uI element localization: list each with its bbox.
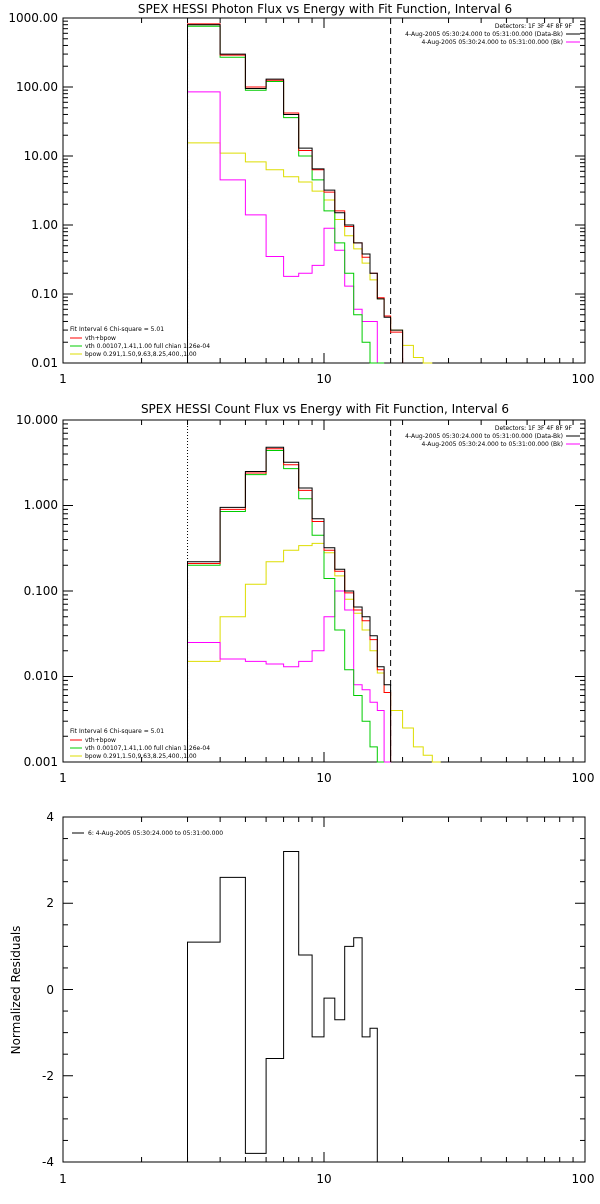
- legend-total: vth+bpow: [85, 737, 116, 744]
- y-tick-label: 0.10: [31, 287, 58, 301]
- x-tick-label: 1: [59, 1172, 67, 1186]
- count-y-tick-labels: 10.000 1.000 0.100 0.010 0.001: [16, 413, 58, 769]
- y-tick-label: 1.00: [31, 218, 58, 232]
- count-legend-topright: Detectors: 1F 3F 4F 8F 9F 4-Aug-2005 05:…: [405, 425, 580, 448]
- residuals-legend: 6: 4-Aug-2005 05:30:24.000 to 05:31:00.0…: [72, 830, 223, 837]
- x-tick-label: 1: [59, 372, 67, 386]
- y-tick-label: 10.00: [24, 149, 58, 163]
- photon-series-data: [187, 24, 404, 363]
- count-x-ticks: [62, 420, 586, 762]
- x-tick-label: 10: [316, 1172, 331, 1186]
- photon-y-tick-labels: 1000.00 100.00 10.00 1.00 0.10 0.01: [8, 11, 58, 370]
- legend-bk: 4-Aug-2005 05:30:24.000 to 05:31:00.000 …: [421, 441, 563, 448]
- legend-vth: vth 0.00107,1.41,1.00 full chian 1.26e-0…: [85, 745, 210, 752]
- y-tick-label: 4: [46, 810, 54, 824]
- legend-bpow: bpow 0.291,1.50,9.63,8.25,400.,1.00: [85, 351, 197, 358]
- residuals-x-tick-labels: 1 10 100: [59, 1172, 594, 1186]
- legend-bpow: bpow 0.291,1.50,9.63,8.25,400.,1.00: [85, 753, 197, 760]
- x-tick-label: 10: [316, 372, 331, 386]
- x-tick-label: 100: [572, 771, 595, 785]
- photon-flux-plot: SPEX HESSI Photon Flux vs Energy with Fi…: [8, 2, 594, 386]
- y-tick-label: 1000.00: [8, 11, 58, 25]
- legend-fit-interval: Fit Interval 6 Chi-square = 5.01: [70, 326, 164, 333]
- y-tick-label: -4: [42, 1155, 54, 1169]
- y-tick-label: 100.00: [16, 80, 58, 94]
- count-series-data: [187, 446, 392, 762]
- count-legend-bottomleft: Fit Interval 6 Chi-square = 5.01 vth+bpo…: [70, 728, 210, 760]
- count-x-tick-labels: 1 10 100: [59, 771, 594, 785]
- y-tick-label: 0.001: [24, 755, 58, 769]
- photon-legend-topright: Detectors: 1F 3F 4F 8F 9F 4-Aug-2005 05:…: [405, 23, 580, 46]
- photon-plot-title: SPEX HESSI Photon Flux vs Energy with Fi…: [138, 2, 512, 16]
- y-tick-label: 10.000: [16, 413, 58, 427]
- residuals-plot: Normalized Residuals 4 2 0 -2 -4 1 10 10…: [9, 810, 594, 1186]
- photon-y-ticks: [63, 17, 585, 364]
- count-flux-plot: SPEX HESSI Count Flux vs Energy with Fit…: [16, 402, 594, 785]
- residuals-y-axis-label: Normalized Residuals: [9, 926, 23, 1055]
- y-tick-label: 0.010: [24, 669, 58, 683]
- x-tick-label: 1: [59, 771, 67, 785]
- residuals-y-tick-labels: 4 2 0 -2 -4: [42, 810, 54, 1169]
- y-tick-label: -2: [42, 1069, 54, 1083]
- legend-total: vth+bpow: [85, 335, 116, 342]
- legend-detectors: Detectors: 1F 3F 4F 8F 9F: [495, 425, 573, 432]
- y-tick-label: 0: [46, 983, 54, 997]
- residuals-x-ticks: [62, 817, 586, 1162]
- residuals-series-data: [187, 851, 391, 1163]
- y-tick-label: 1.000: [24, 498, 58, 512]
- residuals-plot-frame: [62, 816, 586, 1163]
- count-plot-frame: [62, 419, 586, 763]
- photon-series-total: [187, 23, 404, 363]
- legend-fit-interval: Fit Interval 6 Chi-square = 5.01: [70, 728, 164, 735]
- photon-x-tick-labels: 1 10 100: [59, 372, 594, 386]
- photon-series-background: [187, 91, 385, 364]
- x-tick-label: 100: [572, 1172, 595, 1186]
- photon-series-vth: [187, 25, 385, 364]
- legend-residual: 6: 4-Aug-2005 05:30:24.000 to 05:31:00.0…: [88, 830, 223, 837]
- photon-legend-bottomleft: Fit Interval 6 Chi-square = 5.01 vth+bpo…: [70, 326, 210, 358]
- count-series-background: [187, 590, 391, 763]
- legend-detectors: Detectors: 1F 3F 4F 8F 9F: [495, 23, 573, 30]
- x-tick-label: 10: [316, 771, 331, 785]
- count-series-total: [187, 448, 392, 762]
- legend-vth: vth 0.00107,1.41,1.00 full chian 1.26e-0…: [85, 343, 210, 350]
- y-tick-label: 2: [46, 896, 54, 910]
- count-y-ticks: [63, 419, 585, 763]
- legend-data-bk: 4-Aug-2005 05:30:24.000 to 05:31:00.000 …: [405, 31, 563, 38]
- count-series-vth: [187, 450, 385, 763]
- count-series-bpow: [187, 542, 441, 763]
- residuals-y-ticks: [63, 816, 585, 1163]
- legend-data-bk: 4-Aug-2005 05:30:24.000 to 05:31:00.000 …: [405, 433, 563, 440]
- x-tick-label: 100: [572, 372, 595, 386]
- y-tick-label: 0.100: [24, 584, 58, 598]
- legend-bk: 4-Aug-2005 05:30:24.000 to 05:31:00.000 …: [421, 39, 563, 46]
- y-tick-label: 0.01: [31, 356, 58, 370]
- count-plot-title: SPEX HESSI Count Flux vs Energy with Fit…: [141, 402, 509, 416]
